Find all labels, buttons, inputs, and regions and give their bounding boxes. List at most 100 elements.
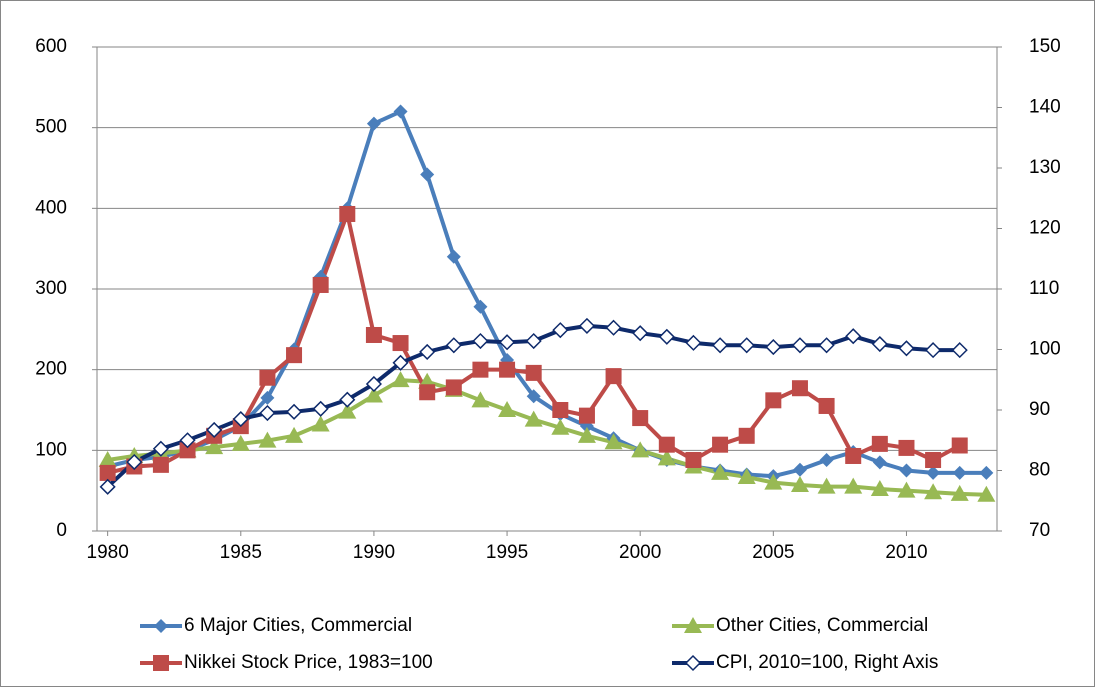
marker bbox=[445, 337, 462, 354]
marker bbox=[925, 342, 942, 359]
marker bbox=[524, 410, 543, 427]
marker bbox=[472, 361, 489, 378]
legend-label: CPI, 2010=100, Right Axis bbox=[716, 652, 938, 673]
y2-tick-label: 70 bbox=[1029, 520, 1050, 541]
marker bbox=[657, 449, 676, 466]
marker bbox=[790, 476, 809, 493]
marker bbox=[99, 464, 116, 481]
marker bbox=[499, 361, 516, 378]
marker bbox=[951, 342, 968, 359]
y2-tick-label: 120 bbox=[1029, 218, 1061, 239]
marker bbox=[152, 440, 169, 457]
y-tick-label: 500 bbox=[35, 117, 67, 138]
y2-tick-label: 140 bbox=[1029, 97, 1061, 118]
x-tick-label: 2010 bbox=[885, 542, 927, 563]
marker bbox=[577, 426, 596, 443]
marker bbox=[737, 467, 756, 484]
marker bbox=[899, 463, 914, 478]
marker bbox=[979, 465, 994, 480]
x-tick-label: 1985 bbox=[220, 542, 262, 563]
marker bbox=[870, 480, 889, 497]
marker bbox=[684, 654, 702, 672]
marker bbox=[472, 332, 489, 350]
marker bbox=[712, 337, 729, 354]
marker bbox=[392, 354, 409, 371]
marker bbox=[605, 368, 622, 385]
marker bbox=[764, 473, 783, 490]
marker bbox=[312, 276, 329, 293]
marker bbox=[473, 299, 488, 314]
marker bbox=[578, 317, 596, 334]
marker bbox=[924, 483, 943, 500]
marker bbox=[685, 452, 702, 469]
marker bbox=[339, 205, 356, 222]
marker bbox=[338, 402, 357, 419]
legend-label: Other Cities, Commercial bbox=[716, 615, 928, 636]
marker bbox=[871, 435, 888, 452]
series-line bbox=[107, 109, 987, 479]
marker bbox=[231, 434, 250, 451]
marker bbox=[765, 392, 782, 409]
y-tick-label: 0 bbox=[56, 520, 67, 541]
marker bbox=[897, 481, 916, 498]
y-tick-label: 100 bbox=[35, 439, 67, 460]
marker bbox=[205, 438, 224, 455]
marker bbox=[445, 379, 462, 396]
marker bbox=[551, 418, 570, 435]
marker bbox=[285, 403, 303, 420]
marker bbox=[898, 340, 915, 357]
marker bbox=[126, 453, 143, 471]
marker bbox=[260, 390, 275, 405]
marker bbox=[498, 334, 516, 351]
marker bbox=[552, 322, 569, 339]
marker bbox=[845, 447, 862, 464]
marker bbox=[605, 319, 622, 336]
marker bbox=[419, 343, 436, 360]
marker bbox=[259, 404, 276, 422]
marker bbox=[525, 332, 542, 350]
legend-label: Nikkei Stock Price, 1983=100 bbox=[184, 652, 433, 673]
marker bbox=[391, 371, 410, 388]
marker bbox=[392, 335, 409, 352]
marker bbox=[738, 427, 755, 444]
marker bbox=[952, 465, 967, 480]
marker bbox=[977, 485, 996, 502]
marker bbox=[818, 337, 835, 354]
marker bbox=[872, 455, 887, 470]
marker bbox=[765, 339, 782, 356]
x-tick-label: 1990 bbox=[353, 542, 395, 563]
marker bbox=[951, 437, 968, 454]
y2-tick-label: 90 bbox=[1029, 399, 1050, 420]
x-tick-label: 1995 bbox=[486, 542, 528, 563]
y-tick-label: 600 bbox=[35, 36, 67, 57]
marker bbox=[684, 617, 702, 633]
marker bbox=[312, 400, 329, 417]
x-tick-label: 2005 bbox=[752, 542, 794, 563]
y-tick-label: 300 bbox=[35, 278, 67, 299]
marker bbox=[525, 364, 542, 381]
marker bbox=[871, 335, 888, 353]
marker bbox=[604, 433, 623, 450]
marker bbox=[817, 477, 836, 494]
marker bbox=[365, 326, 382, 343]
marker bbox=[393, 104, 408, 119]
marker bbox=[419, 384, 436, 401]
marker bbox=[153, 655, 169, 671]
marker bbox=[926, 465, 941, 480]
y2-tick-label: 80 bbox=[1029, 460, 1050, 481]
marker bbox=[285, 426, 304, 443]
marker bbox=[578, 407, 595, 424]
marker bbox=[712, 436, 729, 453]
marker bbox=[179, 432, 196, 449]
marker bbox=[898, 439, 915, 456]
marker bbox=[232, 411, 249, 428]
marker bbox=[311, 415, 330, 432]
marker bbox=[286, 347, 303, 364]
marker bbox=[791, 337, 809, 354]
marker bbox=[950, 484, 969, 501]
marker bbox=[98, 451, 117, 468]
x-tick-label: 2000 bbox=[619, 542, 661, 563]
marker bbox=[819, 453, 834, 468]
marker bbox=[364, 386, 383, 403]
